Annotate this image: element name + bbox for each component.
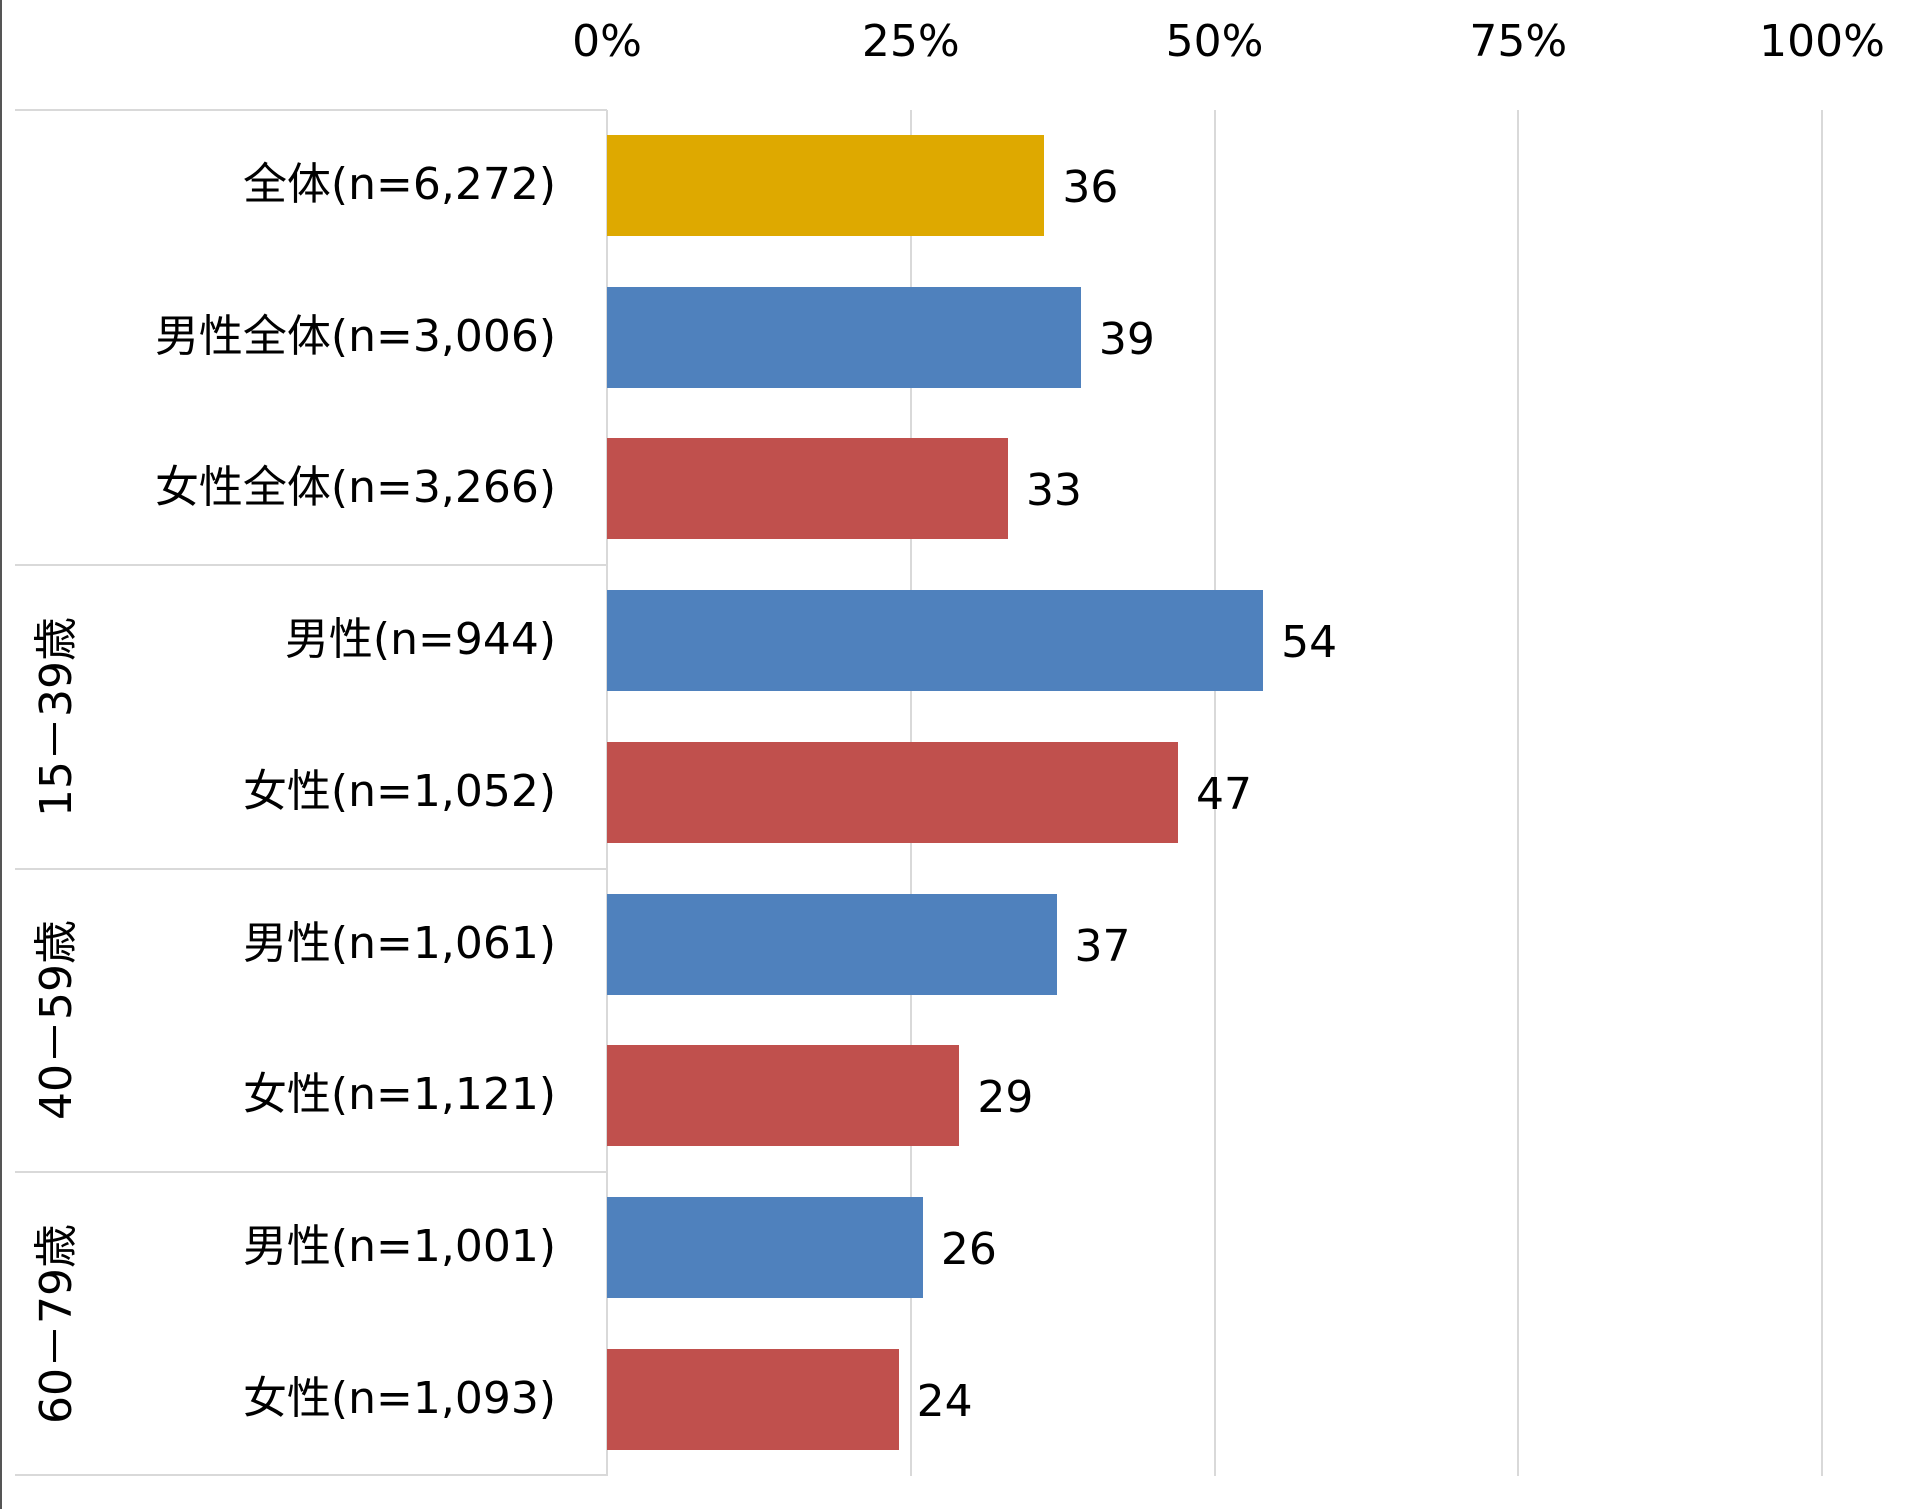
group-divider bbox=[15, 564, 607, 567]
x-tick-label: 0% bbox=[572, 16, 642, 67]
x-tick-label: 100% bbox=[1759, 16, 1885, 67]
age-group-label: 40－59歳 bbox=[31, 920, 82, 1121]
category-label: 男性全体(n=3,006) bbox=[154, 310, 556, 362]
value-label: 47 bbox=[1196, 768, 1253, 820]
bar bbox=[607, 438, 1008, 540]
bar bbox=[607, 1348, 899, 1450]
category-label: 男性(n=944) bbox=[284, 614, 556, 666]
bar bbox=[607, 286, 1081, 388]
value-label: 36 bbox=[1062, 162, 1119, 213]
category-label: 女性全体(n=3,266) bbox=[154, 462, 556, 514]
value-label: 39 bbox=[1098, 313, 1155, 365]
gridline bbox=[1517, 110, 1520, 1476]
group-divider bbox=[15, 109, 607, 111]
value-label: 33 bbox=[1025, 465, 1082, 517]
bar bbox=[607, 741, 1179, 843]
value-label: 37 bbox=[1074, 920, 1131, 972]
value-label: 54 bbox=[1281, 617, 1338, 669]
group-divider bbox=[15, 1474, 607, 1477]
group-divider bbox=[15, 1170, 607, 1173]
gridline bbox=[1821, 110, 1823, 1476]
age-group-label: 60－79歳 bbox=[31, 1223, 82, 1424]
bar bbox=[607, 1196, 923, 1298]
category-label: 女性(n=1,093) bbox=[242, 1372, 556, 1424]
left-border bbox=[0, 0, 2, 1509]
category-label: 全体(n=6,272) bbox=[242, 159, 556, 210]
x-tick-label: 25% bbox=[861, 16, 960, 67]
value-label: 24 bbox=[916, 1375, 973, 1427]
value-label: 29 bbox=[977, 1072, 1034, 1124]
bar bbox=[607, 1045, 960, 1147]
gridline bbox=[1213, 110, 1216, 1476]
x-tick-label: 50% bbox=[1165, 16, 1264, 67]
bar bbox=[607, 135, 1045, 236]
group-divider bbox=[15, 867, 607, 870]
age-group-label: 15－39歳 bbox=[31, 616, 82, 817]
bar bbox=[607, 893, 1057, 995]
category-label: 男性(n=1,061) bbox=[242, 917, 556, 969]
value-label: 26 bbox=[940, 1223, 997, 1275]
category-label: 男性(n=1,001) bbox=[242, 1220, 556, 1272]
bar bbox=[607, 590, 1264, 692]
x-tick-label: 75% bbox=[1469, 16, 1568, 67]
category-label: 女性(n=1,121) bbox=[242, 1069, 556, 1121]
category-label: 女性(n=1,052) bbox=[242, 765, 556, 817]
